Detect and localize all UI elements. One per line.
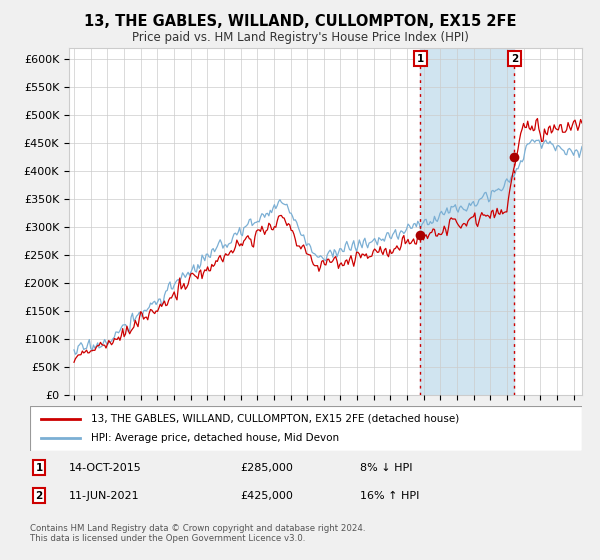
Bar: [420, 48, 514, 395]
Text: 8% ↓ HPI: 8% ↓ HPI: [360, 463, 413, 473]
Text: 14-OCT-2015: 14-OCT-2015: [69, 463, 142, 473]
Text: £425,000: £425,000: [240, 491, 293, 501]
Text: 11-JUN-2021: 11-JUN-2021: [69, 491, 140, 501]
Text: HPI: Average price, detached house, Mid Devon: HPI: Average price, detached house, Mid …: [91, 433, 339, 444]
Text: 2: 2: [511, 54, 518, 64]
Text: Price paid vs. HM Land Registry's House Price Index (HPI): Price paid vs. HM Land Registry's House …: [131, 31, 469, 44]
Text: 13, THE GABLES, WILLAND, CULLOMPTON, EX15 2FE: 13, THE GABLES, WILLAND, CULLOMPTON, EX1…: [84, 14, 516, 29]
Text: 1: 1: [35, 463, 43, 473]
Text: 16% ↑ HPI: 16% ↑ HPI: [360, 491, 419, 501]
Text: £285,000: £285,000: [240, 463, 293, 473]
Text: 2: 2: [35, 491, 43, 501]
Text: 1: 1: [416, 54, 424, 64]
Text: 13, THE GABLES, WILLAND, CULLOMPTON, EX15 2FE (detached house): 13, THE GABLES, WILLAND, CULLOMPTON, EX1…: [91, 413, 459, 423]
Text: Contains HM Land Registry data © Crown copyright and database right 2024.
This d: Contains HM Land Registry data © Crown c…: [30, 524, 365, 543]
